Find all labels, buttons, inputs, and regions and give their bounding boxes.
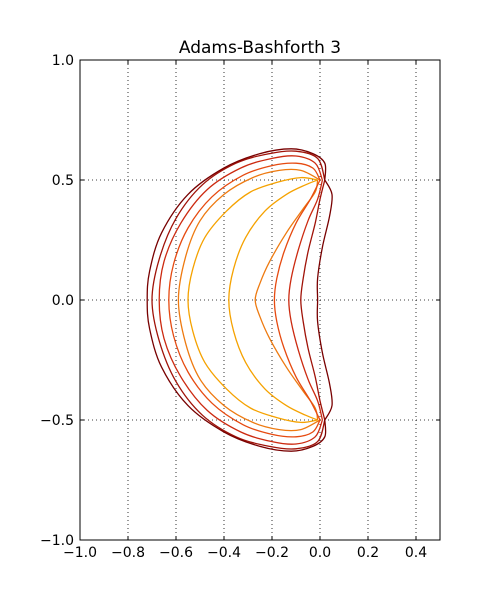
contour-line-4 xyxy=(273,179,321,421)
x-tick-label: −0.6 xyxy=(159,545,193,561)
chart-title: Adams-Bashforth 3 xyxy=(179,38,341,58)
contour-line-6 xyxy=(288,179,324,421)
contour-line-9 xyxy=(151,150,326,450)
contour-line-7 xyxy=(158,155,324,445)
x-tick-label: −0.4 xyxy=(207,545,241,561)
y-tick-label: −1.0 xyxy=(40,533,74,549)
contour-line-1 xyxy=(187,176,318,424)
contour-line-2 xyxy=(254,179,319,421)
contour-line-8 xyxy=(300,179,326,421)
contour-line-5 xyxy=(168,162,321,438)
x-tick-label: −0.8 xyxy=(111,545,145,561)
y-tick-label: 1.0 xyxy=(52,53,74,69)
x-tick-label: 0.2 xyxy=(357,545,379,561)
x-tick-label: 0.0 xyxy=(309,545,331,561)
grid-lines xyxy=(79,59,440,541)
x-tick-label: −1.0 xyxy=(63,545,97,561)
contour-line-3 xyxy=(177,168,321,432)
contour-line-10 xyxy=(316,179,333,421)
x-tick-label: −0.2 xyxy=(255,545,289,561)
x-tick-label: 0.4 xyxy=(405,545,427,561)
y-tick-label: 0.0 xyxy=(52,293,74,309)
y-tick-label: −0.5 xyxy=(40,413,74,429)
contour-series xyxy=(146,148,333,452)
contour-line-0 xyxy=(228,179,318,421)
axis-ticks: −1.0 −0.8 −0.6 −0.4 −0.2 0.0 0.2 0.4 1.0 0.5 0.0 −0… xyxy=(40,53,440,561)
y-tick-label: 0.5 xyxy=(52,173,74,189)
plot-area-frame xyxy=(79,59,441,541)
contour-line-11 xyxy=(146,148,327,452)
